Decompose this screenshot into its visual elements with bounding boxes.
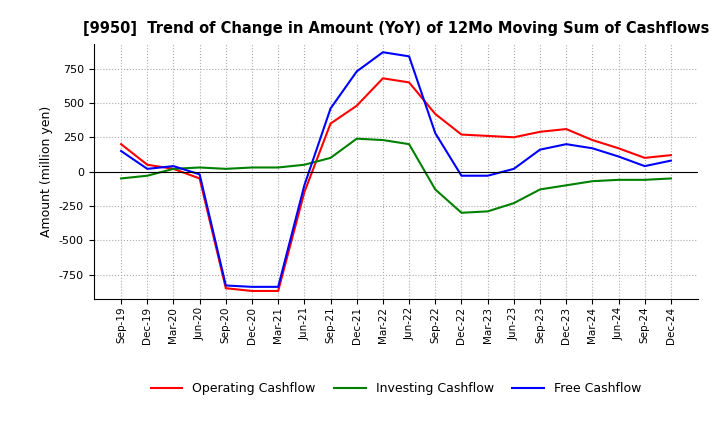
Free Cashflow bbox=[536, 147, 544, 152]
Operating Cashflow bbox=[326, 121, 335, 126]
Operating Cashflow bbox=[457, 132, 466, 137]
Free Cashflow bbox=[483, 173, 492, 178]
Investing Cashflow bbox=[300, 162, 309, 167]
Free Cashflow bbox=[510, 166, 518, 172]
Investing Cashflow bbox=[117, 176, 125, 181]
Free Cashflow bbox=[379, 50, 387, 55]
Y-axis label: Amount (million yen): Amount (million yen) bbox=[40, 106, 53, 237]
Legend: Operating Cashflow, Investing Cashflow, Free Cashflow: Operating Cashflow, Investing Cashflow, … bbox=[146, 377, 646, 400]
Free Cashflow bbox=[352, 69, 361, 74]
Investing Cashflow bbox=[588, 179, 597, 184]
Free Cashflow bbox=[274, 284, 282, 290]
Operating Cashflow bbox=[405, 80, 413, 85]
Line: Free Cashflow: Free Cashflow bbox=[121, 52, 671, 287]
Free Cashflow bbox=[431, 131, 440, 136]
Investing Cashflow bbox=[169, 166, 178, 172]
Investing Cashflow bbox=[614, 177, 623, 183]
Operating Cashflow bbox=[274, 288, 282, 293]
Operating Cashflow bbox=[562, 126, 570, 132]
Operating Cashflow bbox=[379, 76, 387, 81]
Investing Cashflow bbox=[562, 183, 570, 188]
Operating Cashflow bbox=[143, 162, 152, 167]
Investing Cashflow bbox=[326, 155, 335, 161]
Investing Cashflow bbox=[640, 177, 649, 183]
Free Cashflow bbox=[457, 173, 466, 178]
Operating Cashflow bbox=[117, 142, 125, 147]
Free Cashflow bbox=[143, 166, 152, 172]
Line: Investing Cashflow: Investing Cashflow bbox=[121, 139, 671, 213]
Free Cashflow bbox=[562, 142, 570, 147]
Operating Cashflow bbox=[640, 155, 649, 161]
Line: Operating Cashflow: Operating Cashflow bbox=[121, 78, 671, 291]
Operating Cashflow bbox=[248, 288, 256, 293]
Investing Cashflow bbox=[431, 187, 440, 192]
Free Cashflow bbox=[614, 154, 623, 159]
Investing Cashflow bbox=[510, 201, 518, 206]
Operating Cashflow bbox=[352, 103, 361, 108]
Free Cashflow bbox=[326, 106, 335, 111]
Operating Cashflow bbox=[667, 153, 675, 158]
Investing Cashflow bbox=[536, 187, 544, 192]
Free Cashflow bbox=[117, 148, 125, 154]
Investing Cashflow bbox=[248, 165, 256, 170]
Investing Cashflow bbox=[143, 173, 152, 178]
Investing Cashflow bbox=[667, 176, 675, 181]
Free Cashflow bbox=[169, 164, 178, 169]
Operating Cashflow bbox=[431, 111, 440, 117]
Free Cashflow bbox=[300, 183, 309, 188]
Title: [9950]  Trend of Change in Amount (YoY) of 12Mo Moving Sum of Cashflows: [9950] Trend of Change in Amount (YoY) o… bbox=[83, 21, 709, 36]
Operating Cashflow bbox=[222, 286, 230, 291]
Investing Cashflow bbox=[195, 165, 204, 170]
Free Cashflow bbox=[248, 284, 256, 290]
Investing Cashflow bbox=[222, 166, 230, 172]
Operating Cashflow bbox=[614, 146, 623, 151]
Free Cashflow bbox=[588, 146, 597, 151]
Free Cashflow bbox=[640, 164, 649, 169]
Investing Cashflow bbox=[405, 142, 413, 147]
Operating Cashflow bbox=[300, 190, 309, 195]
Investing Cashflow bbox=[457, 210, 466, 216]
Investing Cashflow bbox=[379, 137, 387, 143]
Operating Cashflow bbox=[588, 137, 597, 143]
Investing Cashflow bbox=[274, 165, 282, 170]
Operating Cashflow bbox=[510, 135, 518, 140]
Operating Cashflow bbox=[536, 129, 544, 135]
Operating Cashflow bbox=[195, 176, 204, 181]
Operating Cashflow bbox=[169, 166, 178, 172]
Investing Cashflow bbox=[352, 136, 361, 141]
Free Cashflow bbox=[222, 283, 230, 288]
Free Cashflow bbox=[667, 158, 675, 163]
Free Cashflow bbox=[195, 172, 204, 177]
Free Cashflow bbox=[405, 54, 413, 59]
Operating Cashflow bbox=[483, 133, 492, 139]
Investing Cashflow bbox=[483, 209, 492, 214]
